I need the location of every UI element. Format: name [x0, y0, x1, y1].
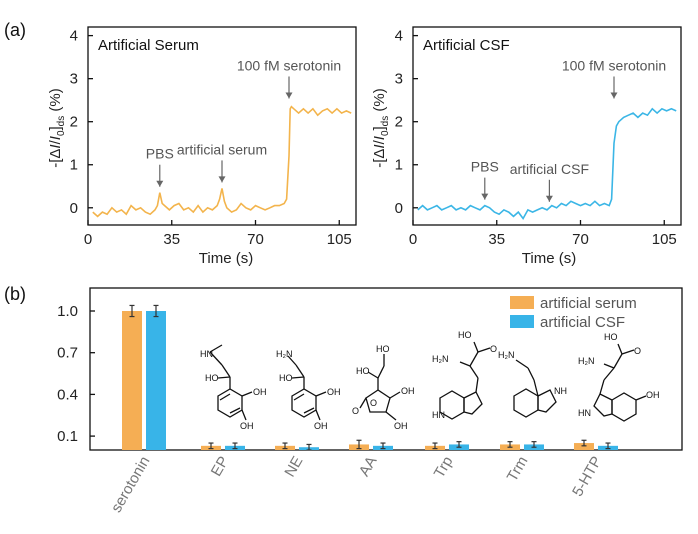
y-axis-label: -[ΔI/I0]ds (%)	[371, 88, 391, 168]
molecule-trm-icon: H₂N NH	[498, 350, 567, 418]
y-tick-label: 2	[395, 114, 403, 131]
legend-label: artificial serum	[540, 295, 637, 312]
legend-label: artificial CSF	[540, 314, 625, 331]
category-label: Trm	[504, 454, 532, 485]
svg-text:OH: OH	[327, 387, 341, 397]
y-tick-label: 4	[395, 28, 403, 45]
category-label: NE	[281, 454, 306, 481]
bar	[574, 443, 594, 450]
line-chart-artificial-csf: Artificial CSF Time (s) -[ΔI/I0]ds (%) 0…	[371, 26, 682, 267]
svg-text:HN: HN	[432, 410, 445, 420]
svg-text:O: O	[370, 398, 377, 408]
molecule-trp-icon: HO O H₂N HN	[432, 330, 497, 420]
svg-text:OH: OH	[314, 421, 328, 431]
svg-text:HO: HO	[376, 344, 390, 354]
svg-text:OH: OH	[394, 421, 408, 431]
annotation-arrowhead	[545, 195, 553, 202]
annotation-label: 100 fM serotonin	[562, 57, 666, 73]
x-tick-label: 0	[84, 231, 92, 248]
plot-frame	[87, 26, 357, 226]
panel-label-b: (b)	[4, 284, 26, 304]
bar	[146, 311, 166, 450]
line-chart-artificial-serum: Artificial Serum Time (s) -[ΔI/I0]ds (%)…	[47, 26, 357, 267]
svg-text:HN: HN	[200, 349, 213, 359]
legend-swatch	[510, 315, 534, 328]
annotation-arrowhead	[610, 92, 618, 99]
panel-label-a: (a)	[4, 20, 26, 40]
svg-text:NH: NH	[554, 386, 567, 396]
svg-text:HO: HO	[205, 373, 219, 383]
category-label: Trp	[431, 454, 457, 482]
x-tick-label: 0	[409, 231, 417, 248]
svg-text:OH: OH	[240, 421, 254, 431]
svg-text:OH: OH	[253, 387, 267, 397]
svg-text:H₂N: H₂N	[498, 350, 515, 360]
y-tick-label: 0.4	[57, 386, 78, 403]
series-line	[417, 107, 677, 220]
annotation-label: 100 fM serotonin	[237, 57, 341, 73]
svg-text:HO: HO	[356, 366, 370, 376]
x-tick-label: 105	[327, 231, 352, 248]
category-label: 5-HTP	[569, 454, 605, 500]
y-axis-label: -[ΔI/I0]ds (%)	[47, 88, 67, 168]
y-tick-label: 0	[70, 200, 78, 217]
svg-text:HO: HO	[604, 332, 618, 342]
x-tick-label: 35	[163, 231, 180, 248]
svg-text:O: O	[490, 344, 497, 354]
x-tick-label: 105	[652, 231, 677, 248]
y-tick-label: 1	[70, 157, 78, 174]
x-axis-label: Time (s)	[522, 250, 576, 267]
y-tick-label: 2	[70, 114, 78, 131]
y-tick-label: 0.1	[57, 428, 78, 445]
svg-text:HO: HO	[279, 373, 293, 383]
legend: artificial serum artificial CSF	[510, 295, 637, 331]
molecule-aa-icon: HO HO OH OH O O	[352, 344, 415, 431]
x-tick-label: 70	[572, 231, 589, 248]
svg-text:HO: HO	[458, 330, 472, 340]
molecule-5htp-icon: HO O H₂N HN OH	[578, 332, 660, 422]
bar	[122, 311, 142, 450]
annotation-label: artificial serum	[177, 141, 267, 157]
category-label: serotonin	[108, 454, 154, 516]
bars	[122, 304, 618, 451]
svg-text:H₂N: H₂N	[276, 349, 293, 359]
y-tick-label: 1	[395, 157, 403, 174]
molecule-ne-icon: H₂N HO OH OH	[276, 349, 341, 431]
y-tick-label: 4	[70, 28, 78, 45]
plot-frame	[412, 26, 682, 226]
chart-title: Artificial CSF	[423, 37, 510, 54]
plot-frame	[89, 287, 683, 451]
svg-text:OH: OH	[646, 390, 660, 400]
x-axis-label: Time (s)	[199, 250, 253, 267]
svg-text:O: O	[634, 346, 641, 356]
category-label: EP	[208, 454, 233, 480]
svg-text:OH: OH	[401, 386, 415, 396]
category-label: AA	[356, 454, 381, 480]
svg-text:H₂N: H₂N	[432, 354, 449, 364]
chart-title: Artificial Serum	[98, 37, 199, 54]
svg-text:O: O	[352, 406, 359, 416]
svg-text:H₂N: H₂N	[578, 356, 595, 366]
annotation-arrowhead	[285, 92, 293, 99]
annotation-arrowhead	[218, 176, 226, 183]
annotation-arrowhead	[481, 193, 489, 200]
svg-text:HN: HN	[578, 408, 591, 418]
annotation-arrowhead	[156, 180, 164, 187]
x-tick-label: 35	[488, 231, 505, 248]
legend-swatch	[510, 296, 534, 309]
annotation-label: PBS	[146, 146, 174, 162]
y-tick-label: 3	[395, 71, 403, 88]
y-tick-label: 3	[70, 71, 78, 88]
y-tick-label: 1.0	[57, 303, 78, 320]
x-tick-label: 70	[247, 231, 264, 248]
series-line	[92, 105, 352, 218]
molecule-ep-icon: HN HO OH OH	[200, 344, 267, 431]
y-tick-label: 0.7	[57, 345, 78, 362]
annotation-label: artificial CSF	[510, 161, 589, 177]
y-tick-label: 0	[395, 200, 403, 217]
annotation-label: PBS	[471, 159, 499, 175]
